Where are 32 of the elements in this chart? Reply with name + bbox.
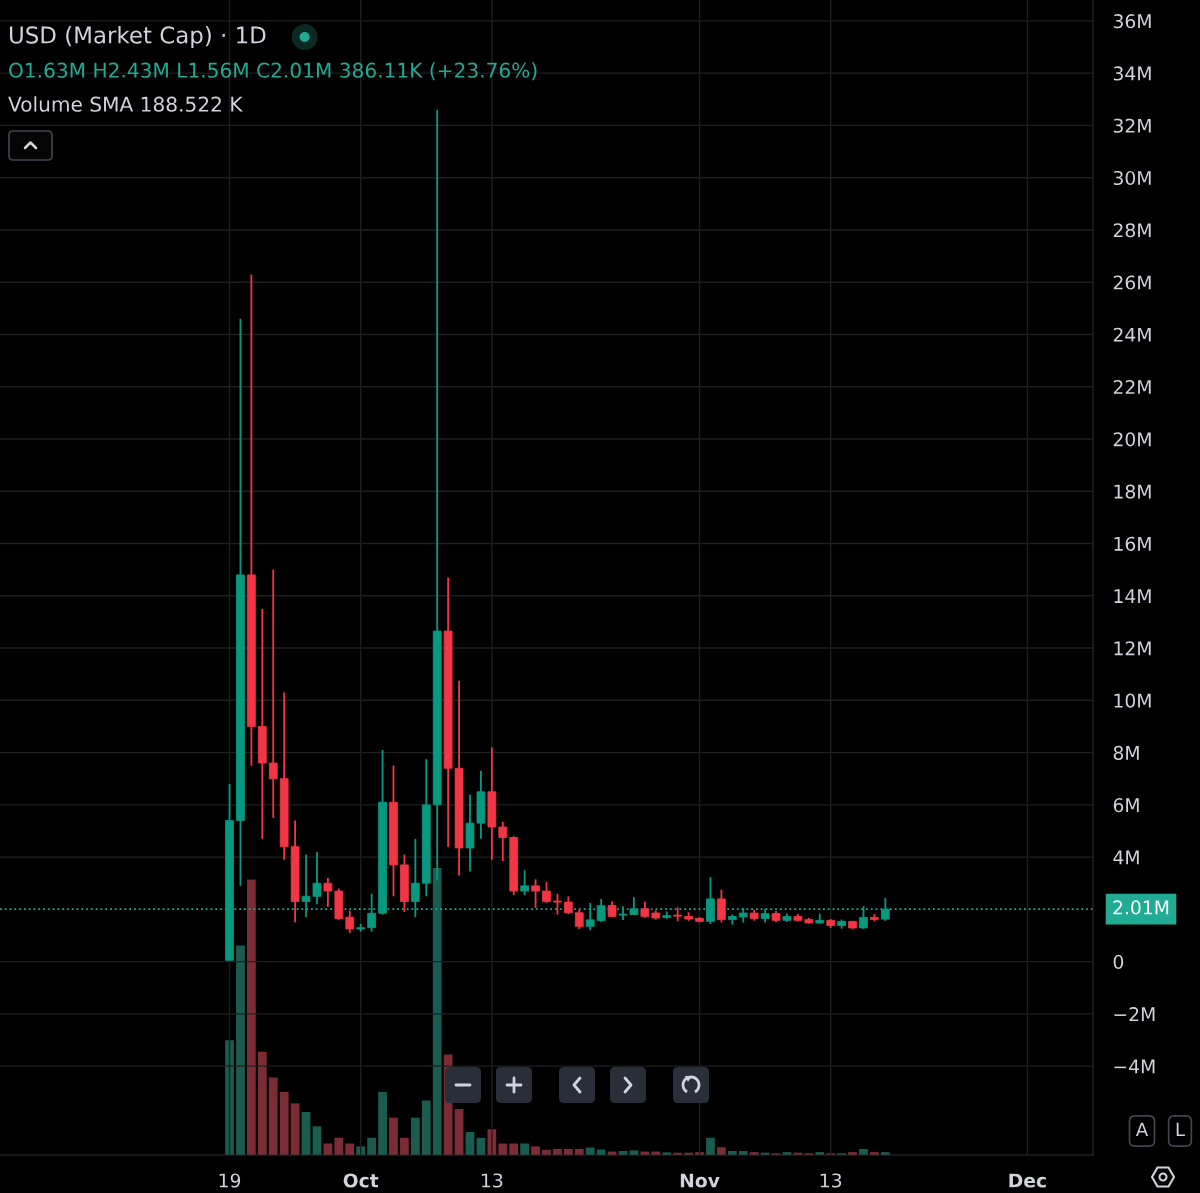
- x-tick-label: 19: [219, 1173, 241, 1188]
- y-tick-label: 34M: [1113, 66, 1151, 81]
- y-tick-label: 18M: [1114, 484, 1151, 499]
- text: A: [1135, 1122, 1149, 1136]
- y-tick-label: 6M: [1113, 798, 1139, 813]
- y-tick-label: −2M: [1114, 1007, 1155, 1022]
- y-tick-label: 24M: [1113, 327, 1151, 342]
- x-tick-label: Nov: [680, 1173, 720, 1188]
- text: USD (Market Cap) · 1D: [9, 25, 266, 49]
- x-tick-label: 13: [481, 1173, 503, 1188]
- y-tick-label: 28M: [1113, 223, 1151, 238]
- y-tick-label: 0: [1113, 954, 1124, 970]
- y-tick-label: 14M: [1114, 589, 1151, 603]
- y-tick-label: −4M: [1114, 1059, 1155, 1074]
- annotation: Volume SMA 188.522 K: [8, 96, 243, 112]
- y-tick-label: 16M: [1114, 536, 1151, 551]
- text: L: [1176, 1122, 1185, 1136]
- y-tick-label: 26M: [1113, 275, 1151, 290]
- y-tick-label: 8M: [1113, 745, 1139, 760]
- x-tick-label: Dec: [1009, 1173, 1046, 1188]
- y-tick-label: 30M: [1113, 170, 1151, 186]
- ref-line-label: 2.01M: [1113, 900, 1169, 915]
- annotation: O1.63M H2.43M L1.56M C2.01M 386.11K (+23.76%): [9, 62, 537, 81]
- y-tick-label: 32M: [1113, 118, 1151, 133]
- y-tick-label: 10M: [1114, 693, 1151, 708]
- y-tick-label: 36M: [1113, 14, 1151, 29]
- x-tick-label: 13: [820, 1173, 842, 1188]
- y-tick-label: 20M: [1113, 432, 1151, 447]
- x-tick-label: Oct: [343, 1173, 379, 1188]
- y-tick-label: 4M: [1113, 850, 1139, 865]
- y-tick-label: 22M: [1113, 379, 1151, 394]
- y-tick-label: 12M: [1114, 641, 1151, 656]
